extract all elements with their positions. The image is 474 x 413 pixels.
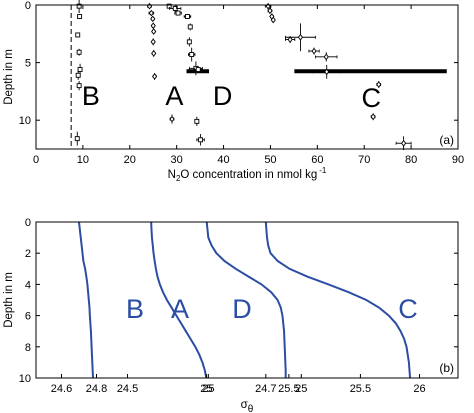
point-D-2 [174, 10, 182, 16]
b-series-label-C: C [398, 294, 418, 324]
point-B-1 [77, 14, 83, 19]
panel-a-label: (a) [439, 133, 454, 147]
xlabel-sub: 2 [176, 174, 181, 183]
xlabel-sigma: σ [241, 399, 248, 411]
point-A-6 [151, 49, 157, 57]
y-tick-label-0: 0 [25, 0, 31, 12]
point-C-8 [312, 64, 342, 79]
panel-b-xlabel: σθ [241, 399, 254, 413]
series-label-D: D [213, 81, 233, 111]
panel-a-ticks: 0 10 20 30 40 50 60 70 80 90 0 5 10 [19, 0, 464, 166]
b-x-tick-label-6: 24.7 [255, 383, 276, 395]
b-x-tick-label-0: 24.6 [51, 383, 72, 395]
b-y-tick-label-4: 8 [25, 342, 31, 354]
xlabel-theta: θ [248, 404, 254, 413]
b-x-tick-label-2: 24.5 [117, 383, 138, 395]
point-D-6 [187, 47, 196, 62]
point-C-6 [308, 47, 320, 55]
b-x-tick-label-3: 25 [200, 383, 212, 395]
point-A-8 [169, 114, 175, 124]
series-label-B: B [82, 81, 100, 111]
panel-b-ylabel: Depth in m [3, 272, 15, 328]
point-B-6 [76, 81, 82, 91]
x-tick-label-3: 30 [171, 154, 183, 166]
x-tick-label-9: 90 [452, 154, 464, 166]
point-A-0 [146, 2, 153, 10]
point-A-5 [150, 38, 156, 46]
y-tick-label-2: 10 [19, 115, 31, 127]
series-label-A: A [165, 81, 183, 111]
point-A-4 [151, 28, 157, 35]
point-C-5 [285, 23, 316, 52]
panel-a-xlabel: N2O concentration in nmol kg -1 [168, 166, 327, 183]
point-D-0 [166, 3, 172, 9]
point-D-5 [186, 37, 192, 47]
b-x-tick-label-7: 25 [295, 383, 307, 395]
x-tick-label-8: 80 [405, 154, 417, 166]
x-tick-label-2: 20 [124, 154, 136, 166]
point-C-1 [267, 7, 273, 15]
point-A-7 [152, 72, 158, 80]
x-tick-label-1: 10 [77, 154, 89, 166]
panel-b-label: (b) [439, 361, 454, 375]
x-tick-label-4: 40 [217, 154, 229, 166]
x-tick-label-6: 60 [311, 154, 323, 166]
panel-b-frame [35, 221, 459, 379]
b-x-tick-label-5: 25.5 [278, 383, 299, 395]
point-C-3 [270, 16, 276, 24]
point-B-7 [74, 131, 80, 146]
b-y-tick-label-1: 2 [25, 248, 31, 260]
point-D-9 [194, 116, 200, 126]
point-C-9 [376, 81, 382, 88]
point-D-4 [187, 23, 193, 31]
b-series-label-B: B [126, 294, 144, 324]
point-C-11 [395, 136, 412, 151]
point-D-10 [196, 134, 205, 146]
series-label-C: C [362, 83, 382, 113]
point-A-3 [150, 22, 156, 30]
b-x-tick-label-1: 24.8 [86, 383, 107, 395]
profile-A [150, 221, 208, 379]
point-B-3 [76, 48, 82, 56]
profile-C [264, 221, 412, 379]
panel-a-ylabel: Depth in m [3, 49, 15, 105]
point-C-7 [315, 52, 338, 62]
b-series-label-A: A [171, 294, 189, 324]
point-B-4 [77, 63, 83, 76]
x-tick-label-5: 50 [264, 154, 276, 166]
b-y-tick-label-0: 0 [25, 217, 31, 229]
b-series-label-D: D [232, 294, 252, 324]
point-B-0 [76, 0, 82, 14]
xlabel-sup: -1 [319, 166, 327, 175]
point-D-3 [183, 14, 192, 19]
profile-B [78, 221, 94, 379]
point-A-1 [148, 9, 155, 17]
xlabel-main: O concentration in nmol kg [180, 169, 317, 181]
point-D-1 [169, 5, 182, 12]
point-B-2 [75, 32, 81, 38]
point-B-5 [75, 70, 81, 80]
point-D-8 [194, 66, 203, 73]
x-tick-label-7: 70 [358, 154, 370, 166]
point-C-10 [370, 113, 376, 121]
b-x-tick-label-8: 25.5 [350, 383, 371, 395]
x-tick-label-0: 0 [33, 154, 39, 166]
b-y-tick-label-5: 10 [19, 373, 31, 385]
b-y-tick-label-2: 4 [25, 279, 31, 291]
b-x-tick-label-9: 26 [413, 383, 425, 395]
point-A-2 [150, 15, 156, 23]
profile-D [205, 221, 287, 378]
panel-a-frame [35, 4, 459, 150]
b-y-tick-label-3: 6 [25, 311, 31, 323]
xlabel-prefix: N [168, 169, 176, 181]
b-x-tick-label-4: 25 [202, 383, 214, 395]
y-tick-label-1: 5 [25, 58, 31, 70]
